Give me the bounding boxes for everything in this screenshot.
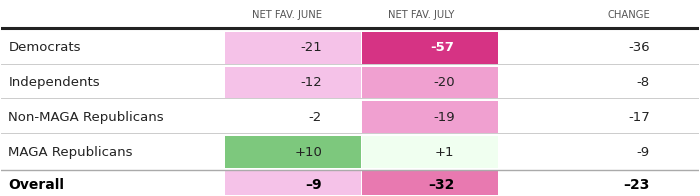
Text: -21: -21	[300, 41, 322, 54]
Text: -12: -12	[300, 76, 322, 89]
FancyBboxPatch shape	[362, 32, 498, 64]
FancyBboxPatch shape	[225, 101, 360, 133]
FancyBboxPatch shape	[225, 136, 360, 168]
Text: –32: –32	[428, 178, 454, 192]
Text: MAGA Republicans: MAGA Republicans	[8, 146, 133, 159]
Text: -17: -17	[628, 111, 650, 124]
FancyBboxPatch shape	[362, 67, 498, 98]
Text: –23: –23	[624, 178, 650, 192]
Text: NET FAV. JUNE: NET FAV. JUNE	[252, 10, 322, 20]
Text: CHANGE: CHANGE	[607, 10, 650, 20]
Text: Overall: Overall	[8, 178, 64, 192]
Text: -19: -19	[433, 111, 454, 124]
Text: -57: -57	[430, 41, 454, 54]
Text: NET FAV. JULY: NET FAV. JULY	[389, 10, 454, 20]
Text: –9: –9	[305, 178, 322, 192]
FancyBboxPatch shape	[362, 170, 498, 196]
FancyBboxPatch shape	[225, 170, 360, 196]
Text: -2: -2	[309, 111, 322, 124]
Text: +1: +1	[435, 146, 454, 159]
Text: Non-MAGA Republicans: Non-MAGA Republicans	[8, 111, 164, 124]
Text: -36: -36	[628, 41, 650, 54]
Text: +10: +10	[294, 146, 322, 159]
Text: Independents: Independents	[8, 76, 100, 89]
FancyBboxPatch shape	[362, 136, 498, 168]
Text: -9: -9	[637, 146, 650, 159]
FancyBboxPatch shape	[225, 32, 360, 64]
Text: -20: -20	[433, 76, 454, 89]
FancyBboxPatch shape	[362, 101, 498, 133]
Text: -8: -8	[637, 76, 650, 89]
Text: Democrats: Democrats	[8, 41, 81, 54]
FancyBboxPatch shape	[225, 67, 360, 98]
